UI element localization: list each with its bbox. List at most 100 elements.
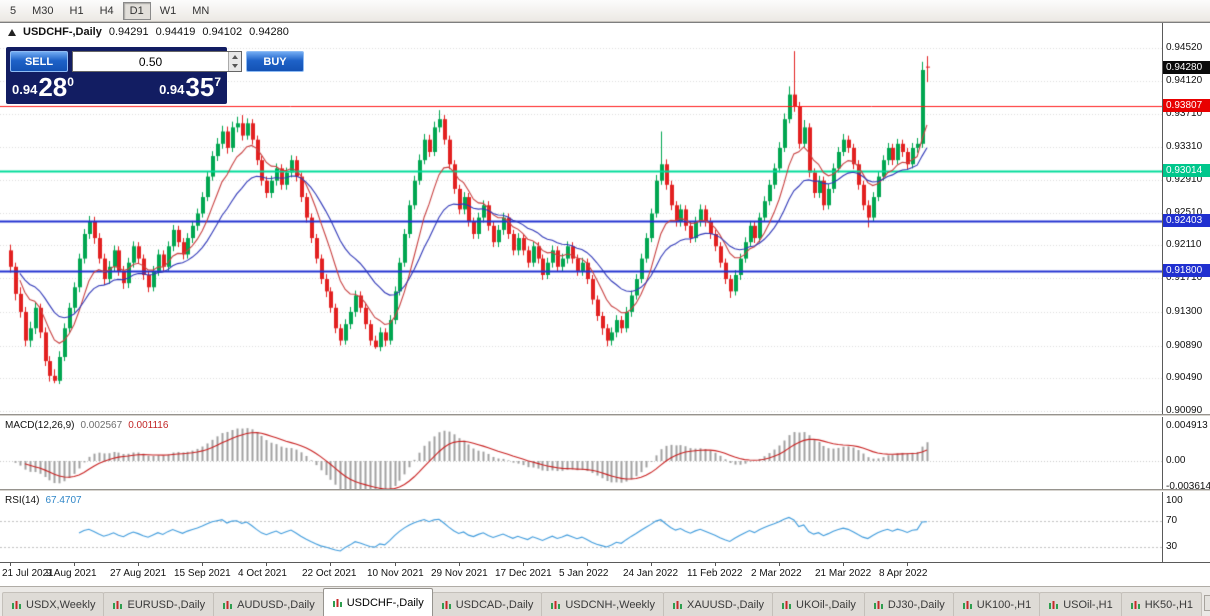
macd-main-value: 0.002567 [80,420,123,431]
chart-tab-usdchf-daily[interactable]: USDCHF-,Daily [322,588,433,616]
buy-price-prefix: 0.94 [159,82,185,97]
chart-tab-label: USDCHF-,Daily [346,596,424,609]
chart-tab-icon [672,600,683,610]
rsi-axis[interactable]: 100 70 30 [1162,492,1210,562]
time-axis-label: 21 Jul 2021 [2,568,54,579]
time-axis-label: 2 Mar 2022 [751,568,802,579]
sell-price: 0.94 28 0 [12,74,74,100]
buy-price-sup: 7 [214,75,221,89]
macd-axis[interactable]: 0.004913 0.00 -0.003614 [1162,417,1210,492]
timeframe-button-w1[interactable]: W1 [153,2,184,20]
panel-separator[interactable] [0,489,1210,492]
chart-tab-icon [962,600,973,610]
time-axis-tick [651,563,652,566]
time-axis-tick [587,563,588,566]
timeframe-button-h4[interactable]: H4 [93,2,121,20]
chart-tab-hk50-h1[interactable]: HK50-,H1 [1120,592,1203,616]
time-axis-label: 17 Dec 2021 [495,568,552,579]
timeframe-button-5[interactable]: 5 [3,2,23,20]
chart-tab-usoil-h1[interactable]: USOil-,H1 [1039,592,1122,616]
macd-axis-tick: 0.00 [1166,455,1186,466]
time-axis[interactable]: 21 Jul 2021 9 Aug 2021 27 Aug 2021 15 Sep 2… [0,562,1210,586]
time-axis-label: 10 Nov 2021 [367,568,424,579]
time-axis-label: 8 Apr 2022 [879,568,928,579]
time-axis-tick [138,563,139,566]
buy-button[interactable]: BUY [246,51,304,72]
price-axis-tick: 0.91710 [1166,272,1203,283]
chart-tab-icon [873,600,884,610]
ohlc-open-value: 0.94291 [108,26,149,38]
price-axis[interactable]: 0.94520 0.94120 0.93710 0.93310 0.92910 0.925… [1162,23,1210,416]
time-axis-label: 27 Aug 2021 [110,568,167,579]
time-axis-label: 4 Oct 2021 [238,568,287,579]
price-axis-tick: 0.92110 [1166,239,1202,250]
time-axis-tick [843,563,844,566]
chart-tab-eurusd-daily[interactable]: EURUSD-,Daily [103,592,215,616]
time-axis-label: 22 Oct 2021 [302,568,357,579]
spinner-down-icon [232,64,238,69]
chart-tab-label: EURUSD-,Daily [127,598,206,611]
chart-tab-icon [11,600,22,610]
chart-tab-xauusd-daily[interactable]: XAUUSD-,Daily [663,592,774,616]
price-level-badge: 0.93014 [1163,164,1210,177]
price-axis-tick: 0.90090 [1166,405,1203,416]
macd-canvas[interactable] [0,417,1162,489]
buy-price: 0.94 35 7 [159,74,221,100]
timeframe-button-m30[interactable]: M30 [25,2,60,20]
time-axis-tick [907,563,908,566]
chart-tab-label: UKOil-,Daily [796,598,856,611]
price-axis-tick: 0.93710 [1166,108,1203,119]
time-axis-tick [523,563,524,566]
chart-tab-audusd-daily[interactable]: AUDUSD-,Daily [213,592,324,616]
time-axis-tick [459,563,460,566]
chart-tab-bar: USDX,Weekly EURUSD-,Daily AUDUSD-,Daily USD… [0,586,1210,616]
time-axis-tick [202,563,203,566]
chart-tab-label: UK100-,H1 [976,598,1032,611]
chart-tab-label: USDX,Weekly [26,598,96,611]
chart-tab-dj30-daily[interactable]: DJ30-,Daily [863,592,954,616]
chart-tab-usdx-weekly[interactable]: USDX,Weekly [2,592,105,616]
timeframe-button-mn[interactable]: MN [185,2,216,20]
sell-button[interactable]: SELL [10,51,68,72]
timeframe-toolbar: 5 M30 H1 H4 D1 W1 MN [0,0,1210,22]
chart-tab-label: DJ30-,Daily [887,598,945,611]
volume-increase-button[interactable] [229,52,241,62]
panel-separator[interactable] [0,414,1210,417]
time-axis-label: 15 Sep 2021 [174,568,231,579]
time-axis-tick [74,563,75,566]
price-axis-tick: 0.91300 [1166,306,1203,317]
chart-tab-uk100-h1[interactable]: UK100-,H1 [952,592,1041,616]
chart-tab-usdcnh-weekly[interactable]: USDCNH-,Weekly [541,592,664,616]
price-axis-tick: 0.92910 [1166,174,1203,185]
time-axis-label: 24 Jan 2022 [623,568,679,579]
time-axis-tick [10,563,11,566]
chart-tab-ukoil-daily[interactable]: UKOil-,Daily [772,592,865,616]
rsi-canvas[interactable] [0,492,1162,562]
volume-decrease-button[interactable] [229,61,241,71]
price-axis-tick: 0.94520 [1166,42,1203,53]
chart-tab-label: USDCNH-,Weekly [565,598,655,611]
time-axis-label: 11 Feb 2022 [687,568,743,579]
chart-tab-icon [781,600,792,610]
chart-info-line: USDCHF-,Daily 0.94291 0.94419 0.94102 0.… [8,26,289,38]
tab-scroll-left-button[interactable] [1204,595,1210,611]
volume-input[interactable] [73,52,228,71]
price-level-badge: 0.92403 [1163,214,1210,227]
chart-tab-label: USDCAD-,Daily [455,598,534,611]
price-level-badge: 0.93807 [1163,99,1210,112]
ohlc-high-value: 0.94419 [155,26,196,38]
chart-tab-icon [112,600,123,610]
symbol-period-label: USDCHF-,Daily [23,26,102,38]
sell-price-big: 28 [38,72,68,102]
time-axis-label: 21 Mar 2022 [815,568,872,579]
time-axis-tick [330,563,331,566]
volume-control [72,51,242,72]
timeframe-button-h1[interactable]: H1 [63,2,91,20]
chart-icon [8,28,16,36]
price-axis-tick: 0.94120 [1166,75,1203,86]
timeframe-button-d1[interactable]: D1 [122,1,151,20]
chart-tab-usdcad-daily[interactable]: USDCAD-,Daily [431,592,543,616]
macd-indicator-panel: MACD(12,26,9) 0.002567 0.001116 0.004913… [0,417,1210,492]
rsi-label-line: RSI(14) 67.4707 [5,495,82,506]
